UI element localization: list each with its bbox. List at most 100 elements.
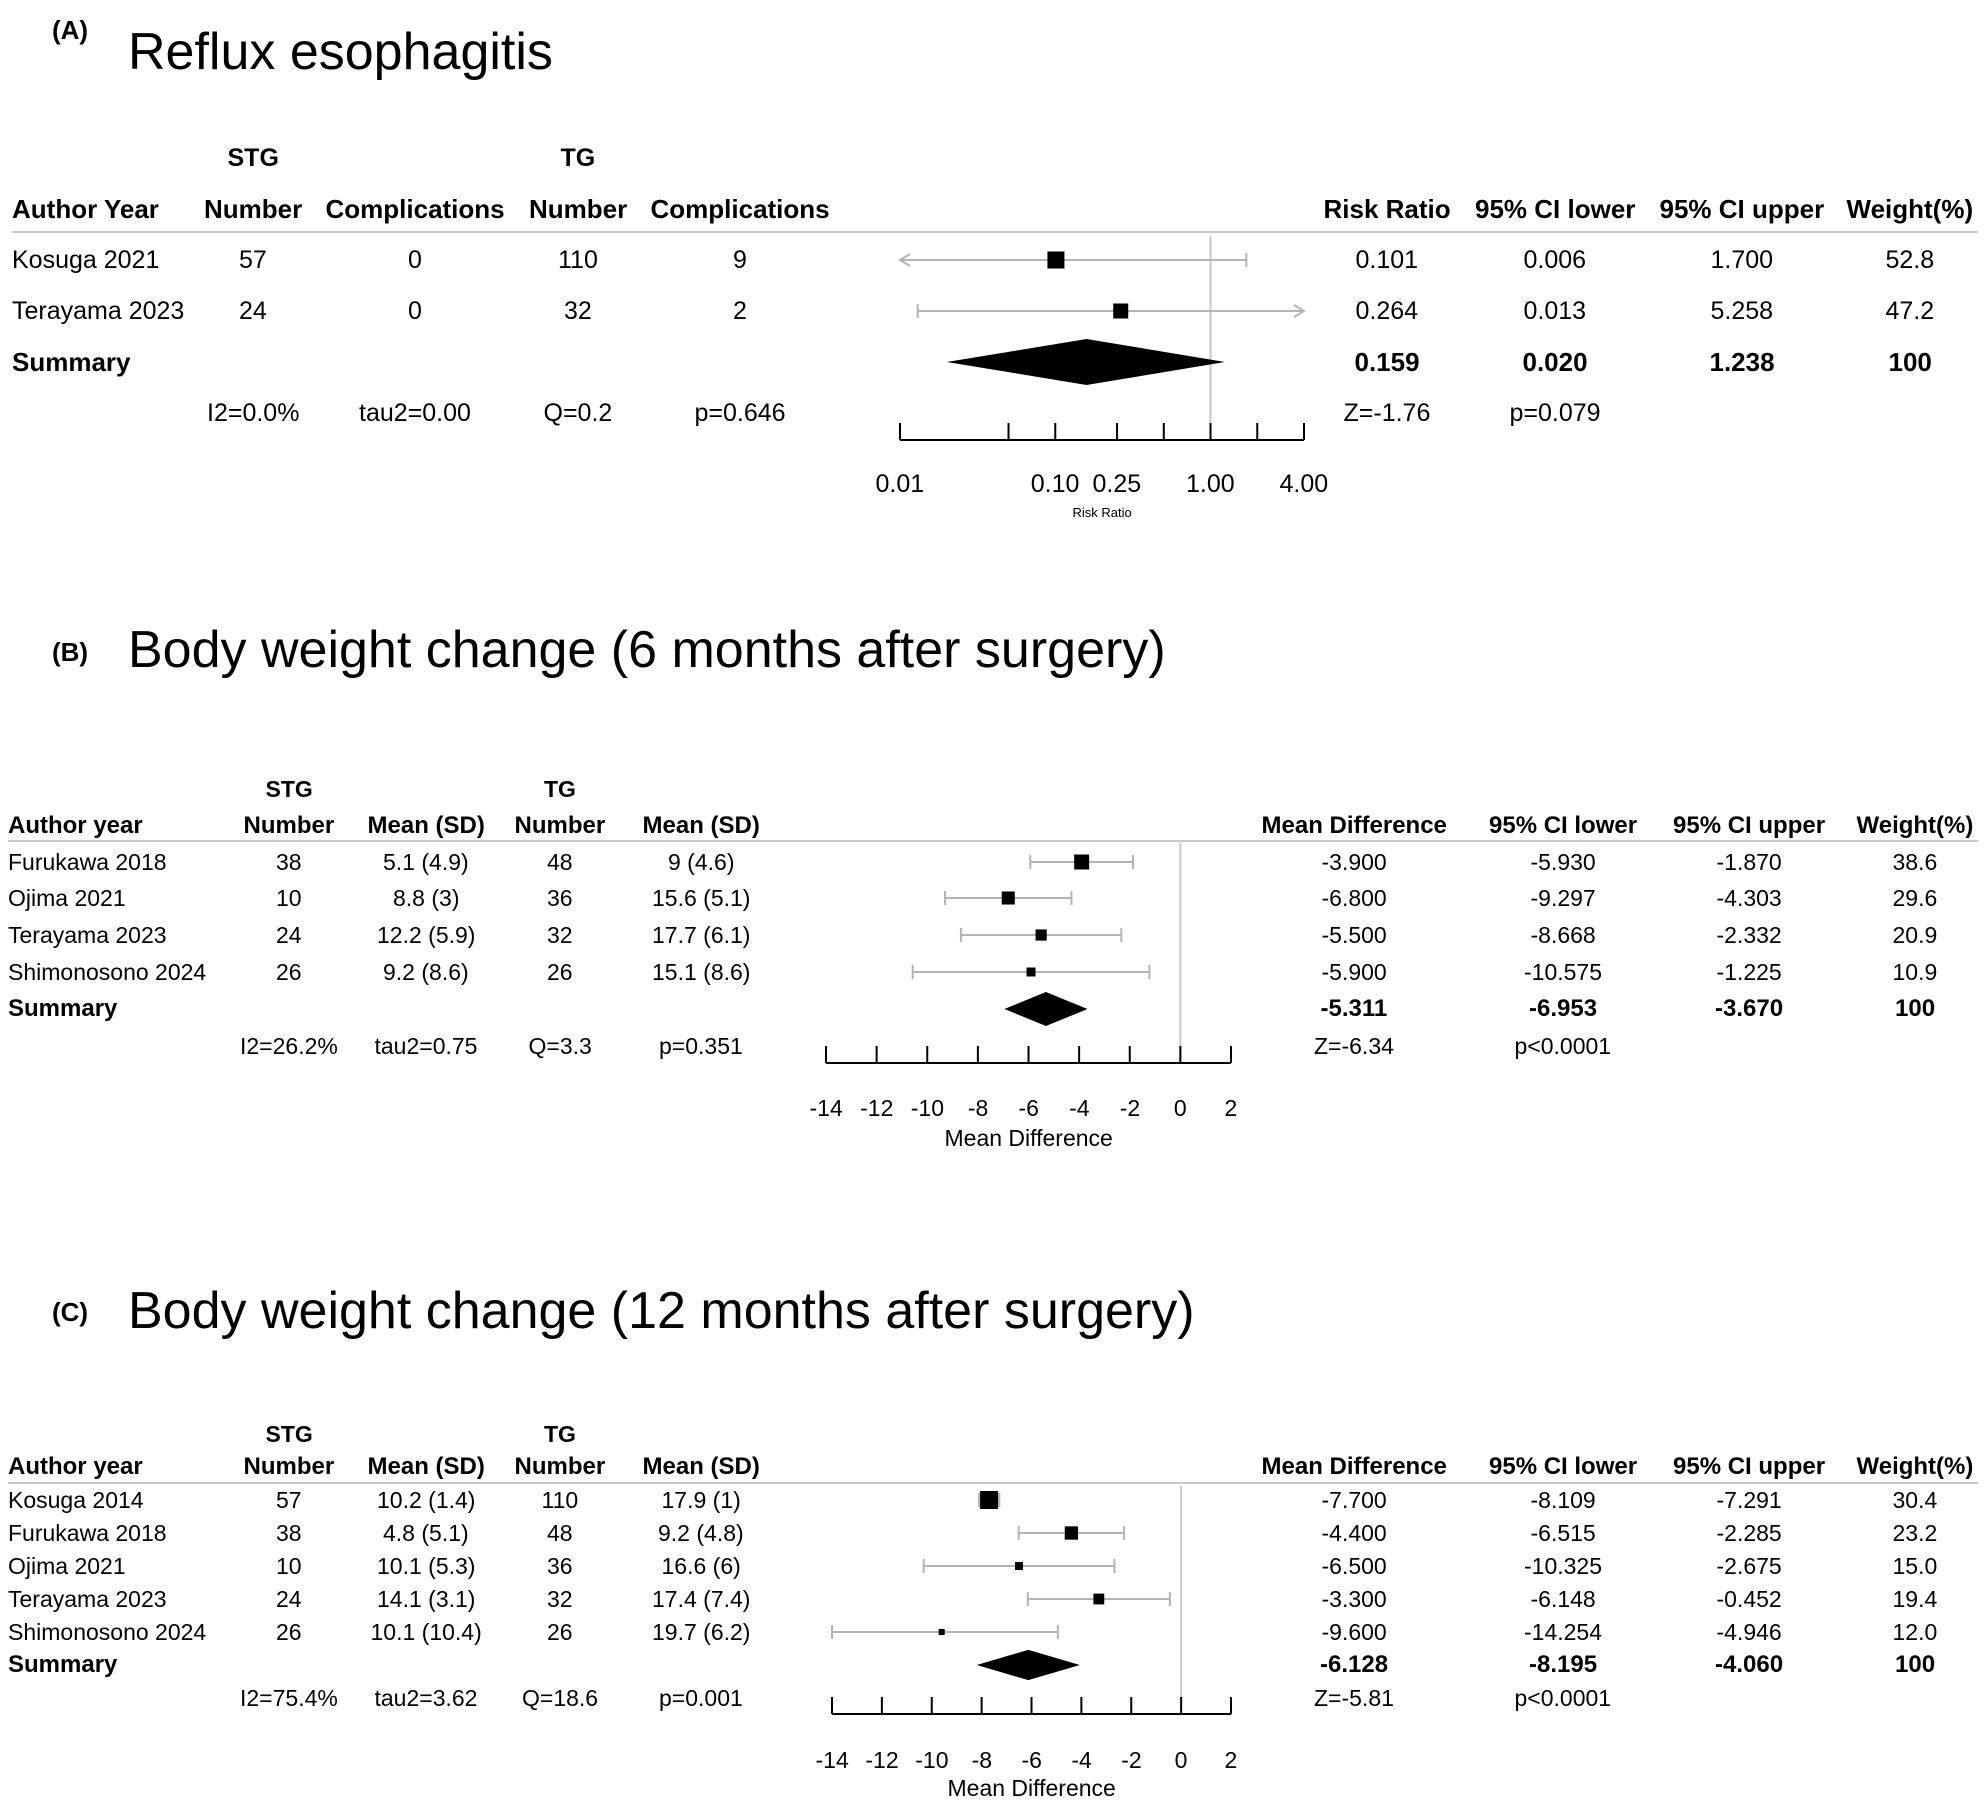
overall-test-stat: Z=-1.76 bbox=[1343, 398, 1431, 427]
weight: 30.4 bbox=[1892, 1486, 1938, 1513]
summary-ci-upper: 1.238 bbox=[1709, 346, 1775, 377]
summary-label: Summary bbox=[8, 995, 118, 1022]
ci-upper: -2.332 bbox=[1716, 921, 1782, 948]
summary-weight: 100 bbox=[1888, 346, 1932, 377]
summary-ci-lower: 0.020 bbox=[1522, 346, 1588, 377]
tg-value: 15.6 (5.1) bbox=[652, 884, 751, 911]
study-name: Furukawa 2018 bbox=[8, 1519, 167, 1546]
x-tick-label: 4.00 bbox=[1279, 469, 1329, 498]
tg-value: 17.9 (1) bbox=[661, 1486, 741, 1513]
x-tick-label: 2 bbox=[1224, 1094, 1238, 1121]
effect-estimate: -9.600 bbox=[1321, 1618, 1387, 1645]
ci-upper: -4.303 bbox=[1716, 884, 1782, 911]
stg-value: 10.1 (5.3) bbox=[377, 1552, 476, 1579]
heterogeneity-stat: I2=26.2% bbox=[240, 1032, 338, 1059]
x-tick-label: 0 bbox=[1173, 1094, 1187, 1121]
x-tick-label: -2 bbox=[1121, 1746, 1142, 1773]
group-header: TG bbox=[560, 143, 596, 172]
x-tick-label: 0 bbox=[1174, 1746, 1188, 1773]
tg-value: 16.6 (6) bbox=[661, 1552, 741, 1579]
stg-number: 24 bbox=[276, 921, 302, 948]
stg-value: 10.2 (1.4) bbox=[377, 1486, 476, 1513]
ci-lower: -14.254 bbox=[1524, 1618, 1603, 1645]
stg-number: 24 bbox=[239, 296, 267, 325]
ci-upper: -1.870 bbox=[1716, 848, 1782, 875]
overall-test-stat: p<0.0001 bbox=[1514, 1684, 1612, 1711]
ci-lower: -9.297 bbox=[1530, 884, 1596, 911]
tg-number: 48 bbox=[547, 1519, 573, 1546]
stat-column-header: 95% CI upper bbox=[1673, 812, 1826, 839]
x-tick-label: 0.25 bbox=[1092, 469, 1142, 498]
stat-column-header: 95% CI lower bbox=[1475, 193, 1636, 224]
ci-upper: -4.946 bbox=[1716, 1618, 1782, 1645]
stg-number: 57 bbox=[239, 245, 267, 274]
stg-value: 0 bbox=[408, 245, 422, 274]
x-tick-label: -10 bbox=[915, 1746, 949, 1773]
ci-upper: 5.258 bbox=[1710, 296, 1774, 325]
tg-number: 48 bbox=[547, 848, 573, 875]
summary-diamond bbox=[1004, 991, 1088, 1027]
summary-estimate: 0.159 bbox=[1354, 346, 1420, 377]
study-name: Terayama 2023 bbox=[12, 296, 185, 325]
weight: 12.0 bbox=[1892, 1618, 1938, 1645]
tg-value: 9 bbox=[733, 245, 747, 274]
panel-title: Body weight change (12 months after surg… bbox=[128, 1282, 1195, 1340]
summary-estimate: -6.128 bbox=[1320, 1651, 1389, 1678]
heterogeneity-stat: p=0.646 bbox=[694, 398, 786, 427]
tg-number: 36 bbox=[547, 884, 573, 911]
weight: 38.6 bbox=[1892, 848, 1938, 875]
point-estimate-square bbox=[1026, 967, 1036, 977]
effect-estimate: -6.800 bbox=[1321, 884, 1387, 911]
weight: 23.2 bbox=[1892, 1519, 1938, 1546]
x-tick-label: -14 bbox=[809, 1094, 843, 1121]
panel-label: (A) bbox=[52, 14, 89, 45]
group-header: STG bbox=[227, 143, 279, 172]
weight: 29.6 bbox=[1892, 884, 1938, 911]
effect-estimate: -5.500 bbox=[1321, 921, 1387, 948]
summary-weight: 100 bbox=[1895, 995, 1936, 1022]
panel-title: Reflux esophagitis bbox=[128, 23, 553, 81]
effect-estimate: -6.500 bbox=[1321, 1552, 1387, 1579]
stg-number: 38 bbox=[276, 1519, 302, 1546]
ci-upper: 1.700 bbox=[1710, 245, 1774, 274]
point-estimate-square bbox=[1001, 891, 1015, 905]
point-estimate-square bbox=[938, 1629, 945, 1635]
summary-label: Summary bbox=[8, 1651, 118, 1678]
tg-number: 110 bbox=[558, 245, 598, 274]
stg-number: 24 bbox=[276, 1585, 302, 1612]
x-tick-label: -12 bbox=[860, 1094, 894, 1121]
point-estimate-square bbox=[1064, 1526, 1079, 1540]
weight: 15.0 bbox=[1892, 1552, 1938, 1579]
overall-test-stat: Z=-5.81 bbox=[1314, 1684, 1394, 1711]
study-name: Terayama 2023 bbox=[8, 921, 167, 948]
x-tick-label: -6 bbox=[1018, 1094, 1039, 1121]
column-header: Number bbox=[529, 193, 628, 224]
tg-number: 110 bbox=[541, 1486, 579, 1513]
tg-value: 19.7 (6.2) bbox=[652, 1618, 751, 1645]
point-estimate-square bbox=[1113, 303, 1129, 319]
tg-value: 15.1 (8.6) bbox=[652, 958, 751, 985]
heterogeneity-stat: Q=0.2 bbox=[543, 398, 613, 427]
study-name: Kosuga 2014 bbox=[8, 1486, 144, 1513]
stat-column-header: 95% CI lower bbox=[1489, 812, 1638, 839]
ci-arrow-high bbox=[1293, 304, 1306, 318]
effect-estimate: -5.900 bbox=[1321, 958, 1387, 985]
x-tick-label: -12 bbox=[865, 1746, 899, 1773]
weight: 52.8 bbox=[1885, 245, 1935, 274]
summary-ci-lower: -6.953 bbox=[1529, 995, 1598, 1022]
ci-lower: -8.668 bbox=[1530, 921, 1596, 948]
panel-label: (C) bbox=[52, 1296, 89, 1327]
heterogeneity-stat: Q=18.6 bbox=[522, 1684, 599, 1711]
summary-ci-lower: -8.195 bbox=[1529, 1651, 1598, 1678]
x-tick-label: 0.01 bbox=[875, 469, 925, 498]
heterogeneity-stat: tau2=0.00 bbox=[359, 398, 471, 427]
column-header: Mean (SD) bbox=[642, 1453, 760, 1480]
x-axis-label: Mean Difference bbox=[944, 1124, 1113, 1151]
x-tick-label: 2 bbox=[1224, 1746, 1238, 1773]
stg-number: 10 bbox=[276, 1552, 302, 1579]
study-name: Furukawa 2018 bbox=[8, 848, 167, 875]
ci-lower: -10.575 bbox=[1524, 958, 1603, 985]
stg-number: 26 bbox=[276, 958, 302, 985]
heterogeneity-stat: p=0.001 bbox=[659, 1684, 743, 1711]
study-name: Ojima 2021 bbox=[8, 1552, 126, 1579]
